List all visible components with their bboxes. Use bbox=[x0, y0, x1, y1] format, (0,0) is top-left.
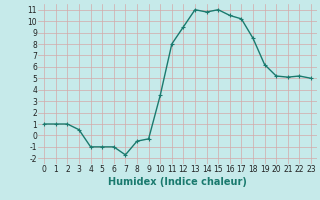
X-axis label: Humidex (Indice chaleur): Humidex (Indice chaleur) bbox=[108, 177, 247, 187]
